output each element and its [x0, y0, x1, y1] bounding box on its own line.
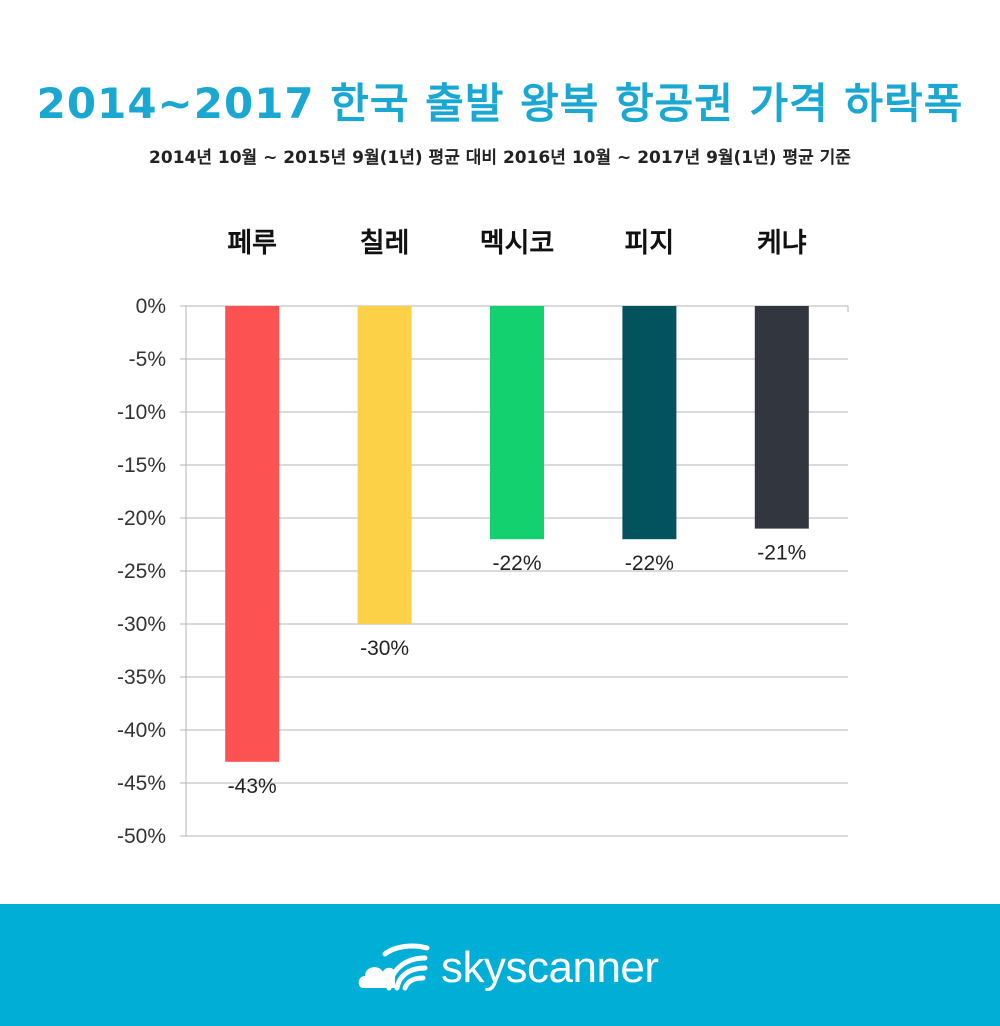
y-tick-label: -45%	[117, 772, 166, 795]
y-tick-label: -15%	[117, 454, 166, 477]
data-label: -22%	[492, 552, 541, 575]
bar-4	[622, 306, 677, 540]
bar-5	[754, 306, 809, 529]
data-label: -22%	[625, 552, 674, 575]
bar-2	[357, 306, 412, 624]
category-label: 페루	[227, 228, 277, 259]
data-label: -43%	[228, 775, 277, 798]
data-label: -21%	[757, 542, 806, 565]
y-tick-label: -25%	[117, 560, 166, 583]
cloud-wave-icon	[358, 943, 430, 991]
data-label: -30%	[360, 637, 409, 660]
y-axis-ticks: 0% -5% -10% -15% -20% -25% -30% -35% -40% -45% -50…	[117, 295, 166, 848]
bar-1	[225, 306, 280, 762]
chart-subtitle: 2014년 10월 ~ 2015년 9월(1년) 평균 대비 2016년 10월…	[149, 148, 851, 168]
brand-name: skyscanner	[441, 943, 659, 992]
y-tick-label: -30%	[117, 613, 166, 636]
skyscanner-logo: skyscanner	[355, 940, 659, 996]
y-tick-label: -50%	[117, 825, 166, 848]
y-tick-label: -10%	[117, 401, 166, 424]
bars	[225, 306, 809, 762]
category-label: 칠레	[360, 228, 410, 259]
bar-3	[490, 306, 544, 540]
bar-chart: 0% -5% -10% -15% -20% -25% -30% -35% -40% -45% -50…	[117, 228, 849, 848]
y-tick-label: -35%	[117, 666, 166, 689]
category-label: 피지	[625, 228, 675, 259]
chart-title: 2014~2017 한국 출발 왕복 항공권 가격 하락폭	[36, 79, 964, 128]
footer-banner: skyscanner	[0, 904, 1000, 1026]
category-label: 멕시코	[480, 228, 555, 259]
y-tick-label: -20%	[117, 507, 166, 530]
y-tick-label: -5%	[129, 348, 166, 371]
data-labels: -43% -30% -22% -22% -21%	[228, 542, 807, 798]
y-tick-label: 0%	[136, 295, 166, 318]
y-tick-label: -40%	[117, 719, 166, 742]
category-labels: 페루 칠레 멕시코 피지 케냐	[227, 228, 806, 259]
category-label: 케냐	[757, 228, 807, 259]
